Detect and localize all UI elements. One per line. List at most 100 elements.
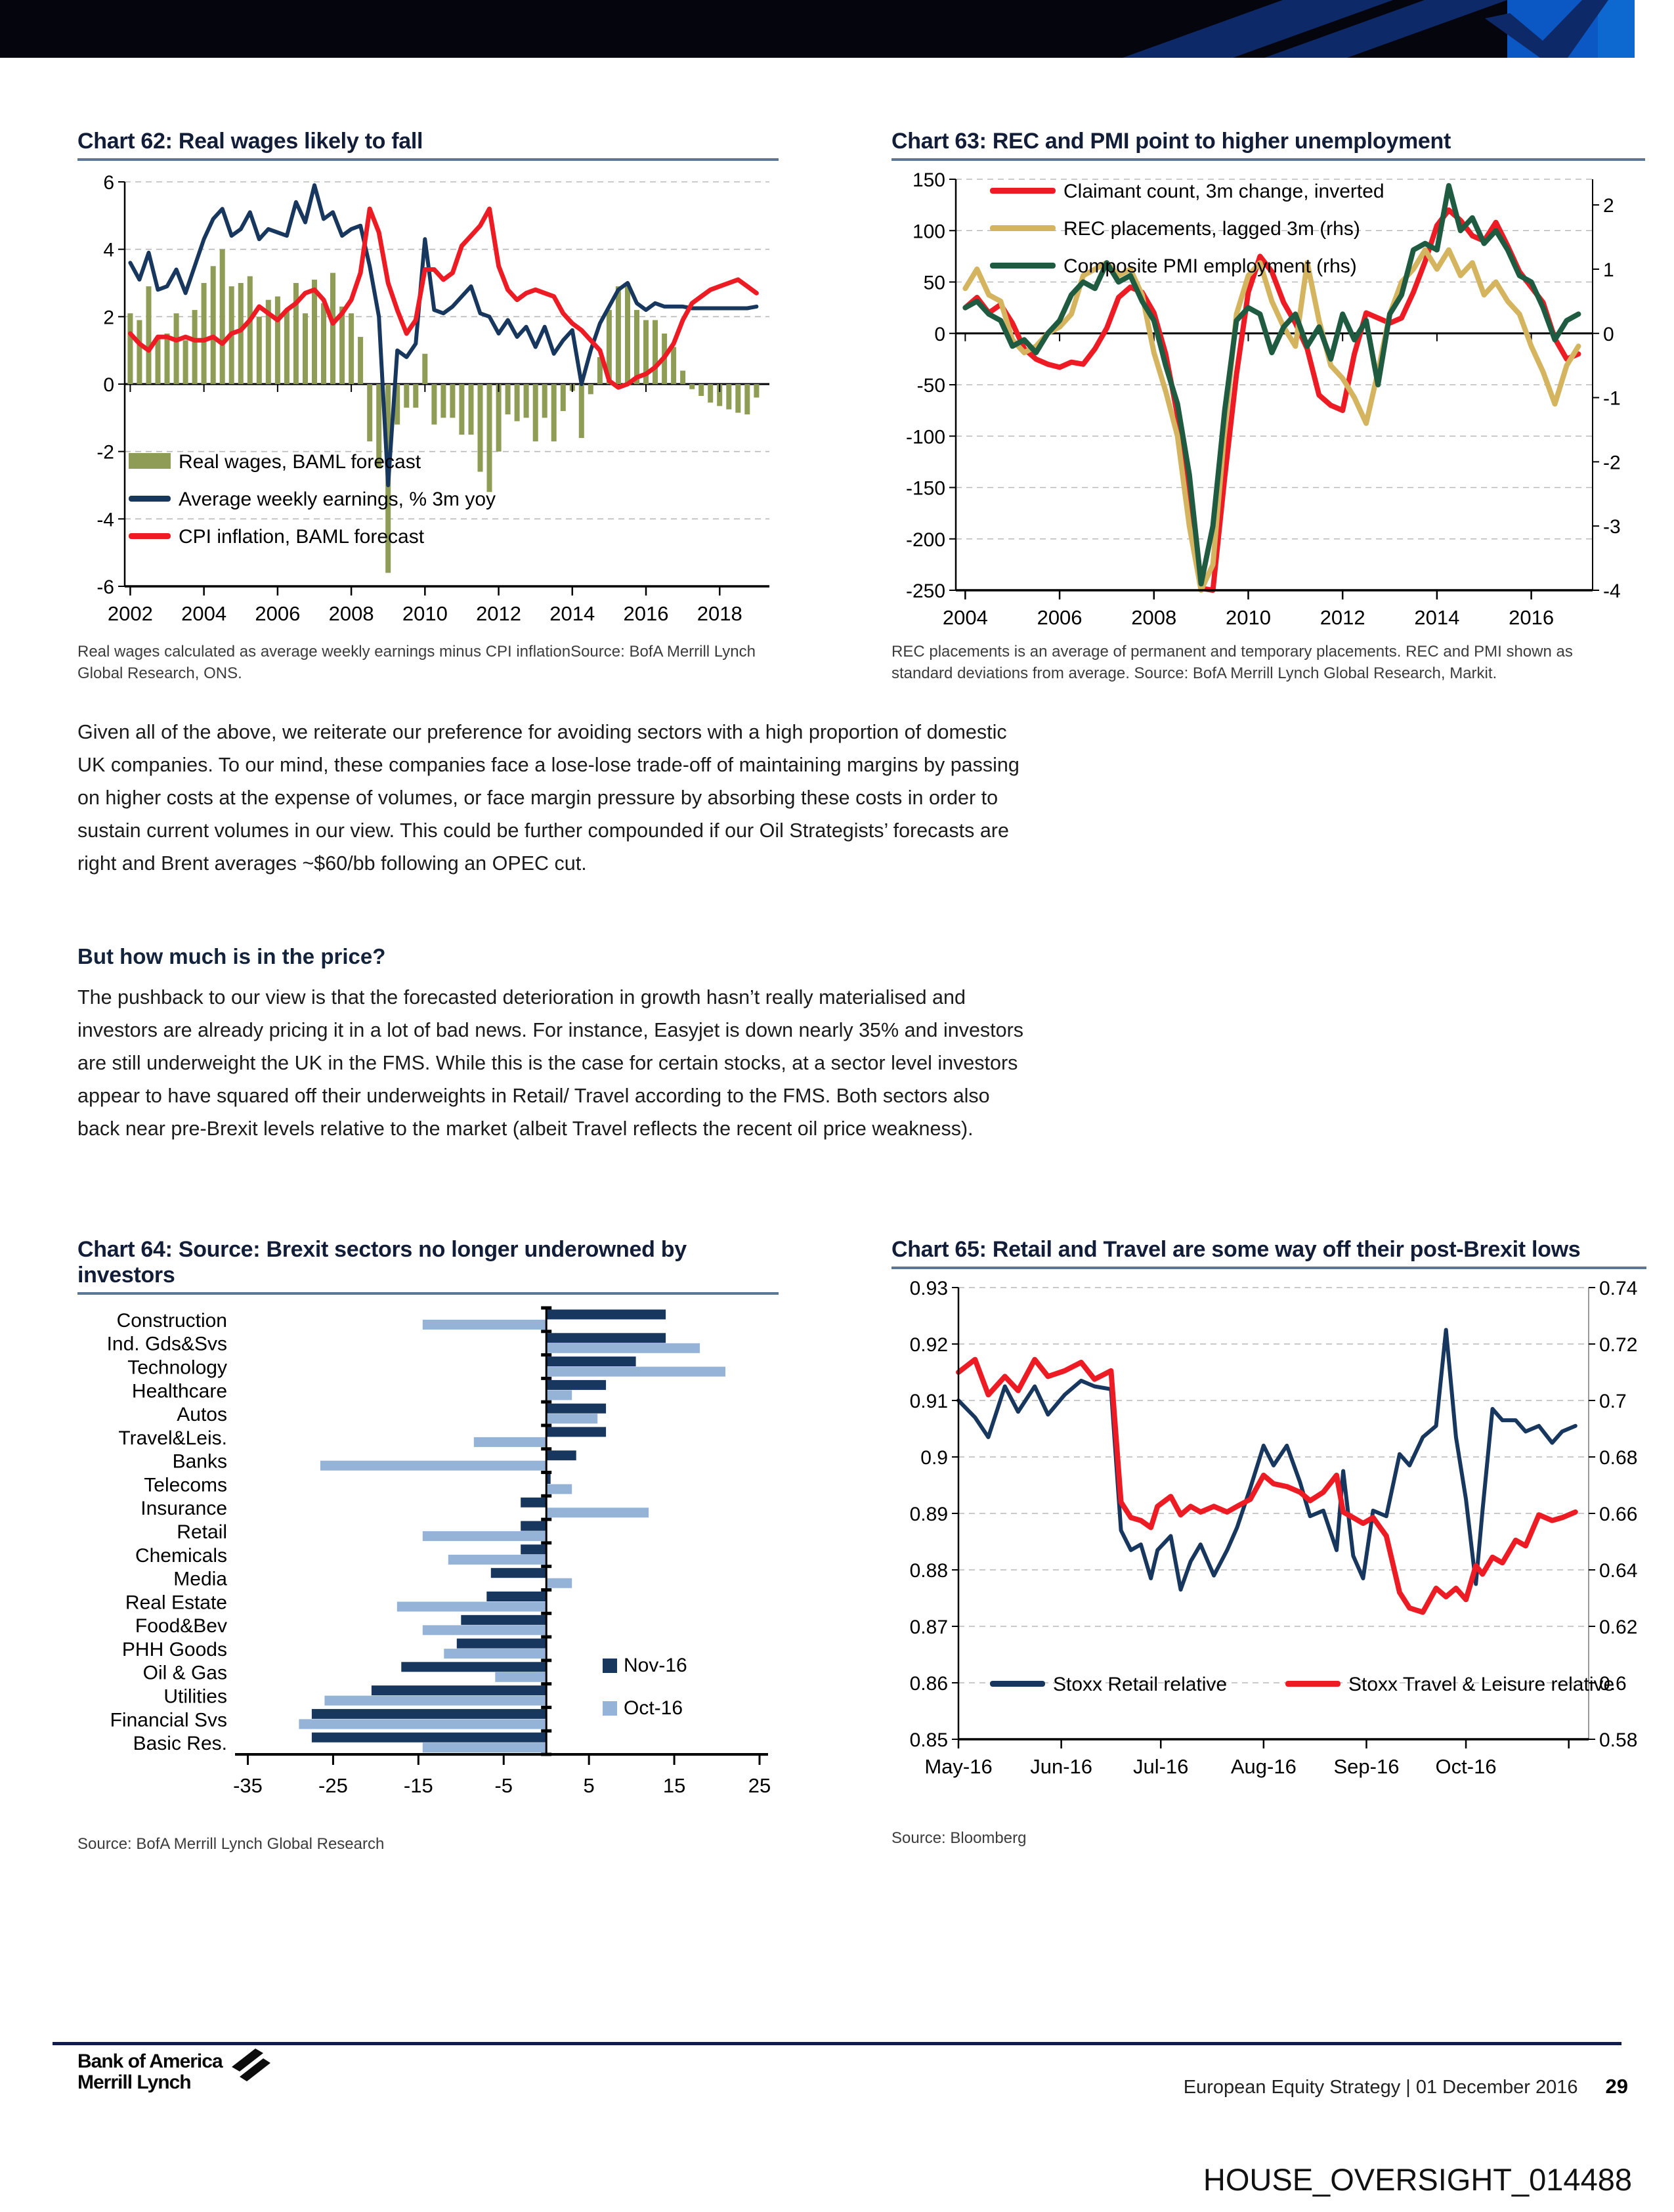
- chart-63: Chart 63: REC and PMI point to higher un…: [891, 129, 1645, 684]
- svg-text:Oct-16: Oct-16: [624, 1697, 683, 1719]
- bofa-flag-icon: [229, 2046, 272, 2087]
- svg-text:Aug-16: Aug-16: [1231, 1755, 1297, 1778]
- svg-text:-4: -4: [1603, 580, 1621, 602]
- svg-text:Travel&Leis.: Travel&Leis.: [118, 1427, 227, 1449]
- chart-65-title-rule: [891, 1267, 1646, 1269]
- svg-text:0.7: 0.7: [1599, 1391, 1627, 1412]
- top-banner: [0, 0, 1674, 58]
- svg-text:50: 50: [924, 272, 945, 294]
- svg-text:2016: 2016: [624, 602, 669, 625]
- svg-text:0.74: 0.74: [1599, 1278, 1637, 1299]
- chart-62-title: Chart 62: Real wages likely to fall: [77, 129, 423, 154]
- section-heading: But how much is in the price?: [77, 944, 386, 968]
- svg-text:-5: -5: [494, 1774, 513, 1797]
- chart-64-title-rule: [77, 1292, 779, 1295]
- chart-64: Chart 64: Source: Brexit sectors no long…: [77, 1237, 779, 1854]
- svg-text:0.92: 0.92: [910, 1334, 948, 1356]
- svg-text:0.64: 0.64: [1599, 1560, 1637, 1582]
- svg-text:-2: -2: [1603, 452, 1621, 473]
- svg-text:Oct-16: Oct-16: [1436, 1755, 1497, 1778]
- svg-text:Stoxx Retail relative: Stoxx Retail relative: [1053, 1674, 1227, 1695]
- chart-63-plot: 150 100 50 0 -50 -100 -150 -200 -250 2 1 0 -1 -2 -3 -4 2…: [891, 169, 1645, 634]
- svg-text:May-16: May-16: [924, 1755, 992, 1778]
- svg-text:Sep-16: Sep-16: [1333, 1755, 1399, 1778]
- svg-text:0: 0: [1603, 324, 1614, 345]
- svg-text:0.9: 0.9: [920, 1447, 948, 1469]
- svg-text:Technology: Technology: [127, 1356, 227, 1378]
- svg-text:Real Estate: Real Estate: [125, 1592, 227, 1613]
- svg-text:15: 15: [663, 1774, 685, 1797]
- svg-text:0.93: 0.93: [910, 1278, 948, 1299]
- svg-text:-250: -250: [906, 580, 945, 602]
- svg-text:6: 6: [103, 172, 114, 194]
- svg-text:0.87: 0.87: [910, 1616, 948, 1638]
- svg-text:2: 2: [1603, 195, 1614, 217]
- svg-text:2010: 2010: [402, 602, 448, 625]
- svg-text:Media: Media: [173, 1569, 227, 1590]
- svg-text:-35: -35: [233, 1774, 263, 1797]
- svg-text:-100: -100: [906, 426, 945, 448]
- svg-text:0: 0: [934, 324, 945, 345]
- footer-report-title: European Equity Strategy | 01 December 2…: [1183, 2077, 1578, 2098]
- svg-text:2008: 2008: [329, 602, 374, 625]
- svg-text:0.85: 0.85: [910, 1729, 948, 1751]
- svg-text:2006: 2006: [255, 602, 300, 625]
- svg-text:Jun-16: Jun-16: [1030, 1755, 1092, 1778]
- svg-text:0.89: 0.89: [910, 1504, 948, 1525]
- svg-text:2004: 2004: [943, 606, 988, 629]
- chart-65-title: Chart 65: Retail and Travel are some way…: [891, 1237, 1581, 1262]
- svg-text:-2: -2: [97, 442, 114, 464]
- svg-text:Construction: Construction: [117, 1310, 227, 1332]
- svg-text:0.88: 0.88: [910, 1560, 948, 1582]
- svg-text:Claimant count, 3m change, inv: Claimant count, 3m change, inverted: [1063, 181, 1384, 202]
- svg-text:-50: -50: [917, 375, 945, 397]
- svg-text:2012: 2012: [1320, 606, 1365, 629]
- chart-65-plot: 0.93 0.92 0.91 0.9 0.89 0.88 0.87 0.86 0.85 0.74 0…: [891, 1278, 1646, 1820]
- svg-text:Composite PMI employment (rhs): Composite PMI employment (rhs): [1063, 255, 1357, 277]
- svg-text:Telecoms: Telecoms: [144, 1474, 227, 1496]
- svg-text:Basic Res.: Basic Res.: [133, 1733, 227, 1754]
- svg-text:Healthcare: Healthcare: [132, 1380, 227, 1402]
- footer-right: European Equity Strategy | 01 December 2…: [1184, 2075, 1628, 2098]
- chart-62-plot: 6 4 2 0 -2 -4 -6 2002 2004 2006 2008 2010 2012 2014 20…: [77, 170, 779, 634]
- svg-text:-1: -1: [1603, 388, 1621, 410]
- svg-text:-150: -150: [906, 478, 945, 500]
- svg-text:-15: -15: [404, 1774, 433, 1797]
- chart-62-footnote: Real wages calculated as average weekly …: [77, 643, 756, 682]
- svg-text:2012: 2012: [476, 602, 521, 625]
- svg-text:-4: -4: [97, 509, 114, 531]
- chart-64-source: Source: BofA Merrill Lynch Global Resear…: [77, 1835, 385, 1853]
- brand-line-2: Merrill Lynch: [77, 2071, 192, 2093]
- banner-flag-art: [0, 0, 1635, 58]
- svg-text:CPI inflation, BAML forecast: CPI inflation, BAML forecast: [179, 526, 425, 548]
- svg-text:-200: -200: [906, 529, 945, 551]
- svg-text:5: 5: [584, 1774, 595, 1797]
- chart-65: Chart 65: Retail and Travel are some way…: [891, 1237, 1646, 1848]
- svg-text:-3: -3: [1603, 516, 1621, 538]
- svg-text:Utilities: Utilities: [163, 1686, 227, 1708]
- svg-text:150: 150: [912, 170, 945, 191]
- svg-text:2006: 2006: [1037, 606, 1083, 629]
- chart-64-plot: Construction Ind. Gds&Svs Technology Health…: [77, 1304, 779, 1826]
- svg-text:0.66: 0.66: [1599, 1504, 1637, 1525]
- chart-62-title-rule: [77, 158, 779, 161]
- chart-63-title: Chart 63: REC and PMI point to higher un…: [891, 129, 1451, 154]
- svg-text:Financial Svs: Financial Svs: [110, 1709, 227, 1731]
- svg-text:Oil & Gas: Oil & Gas: [143, 1662, 227, 1684]
- svg-text:Retail: Retail: [177, 1521, 227, 1543]
- svg-text:2: 2: [103, 307, 114, 328]
- watermark-text: HOUSE_OVERSIGHT_014488: [1203, 2162, 1632, 2197]
- svg-text:0.91: 0.91: [910, 1391, 948, 1412]
- svg-text:0.58: 0.58: [1599, 1729, 1637, 1751]
- svg-text:Banks: Banks: [173, 1451, 227, 1473]
- svg-text:0.72: 0.72: [1599, 1334, 1637, 1356]
- page-number: 29: [1605, 2075, 1628, 2098]
- svg-text:2004: 2004: [181, 602, 226, 625]
- svg-text:25: 25: [748, 1774, 771, 1797]
- svg-text:2016: 2016: [1509, 606, 1554, 629]
- svg-text:Average weekly earnings, % 3m: Average weekly earnings, % 3m yoy: [179, 488, 496, 510]
- svg-text:Autos: Autos: [177, 1404, 227, 1425]
- svg-text:-25: -25: [318, 1774, 348, 1797]
- svg-text:Real wages, BAML forecast: Real wages, BAML forecast: [179, 451, 421, 473]
